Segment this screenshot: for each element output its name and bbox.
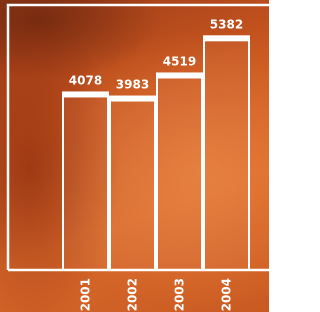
x-tick-label: 2001	[79, 278, 93, 311]
bar-cap	[62, 91, 109, 97]
value-label: 3983	[116, 78, 149, 92]
x-tick-label: 2003	[173, 278, 187, 311]
bar	[157, 75, 202, 270]
bar-cap	[109, 96, 156, 102]
chart: 4078 2001 3983 2002 4519 2003 5382 2004	[0, 0, 269, 312]
bar-cap	[156, 72, 203, 78]
bar	[204, 38, 249, 270]
value-label: 5382	[210, 17, 243, 31]
bar-cap	[203, 35, 250, 41]
x-tick-label: 2002	[126, 278, 140, 311]
value-label: 4519	[163, 54, 196, 68]
x-tick-label: 2004	[220, 278, 234, 311]
value-label: 4078	[69, 73, 102, 87]
bar	[63, 94, 108, 270]
bar	[110, 99, 155, 270]
